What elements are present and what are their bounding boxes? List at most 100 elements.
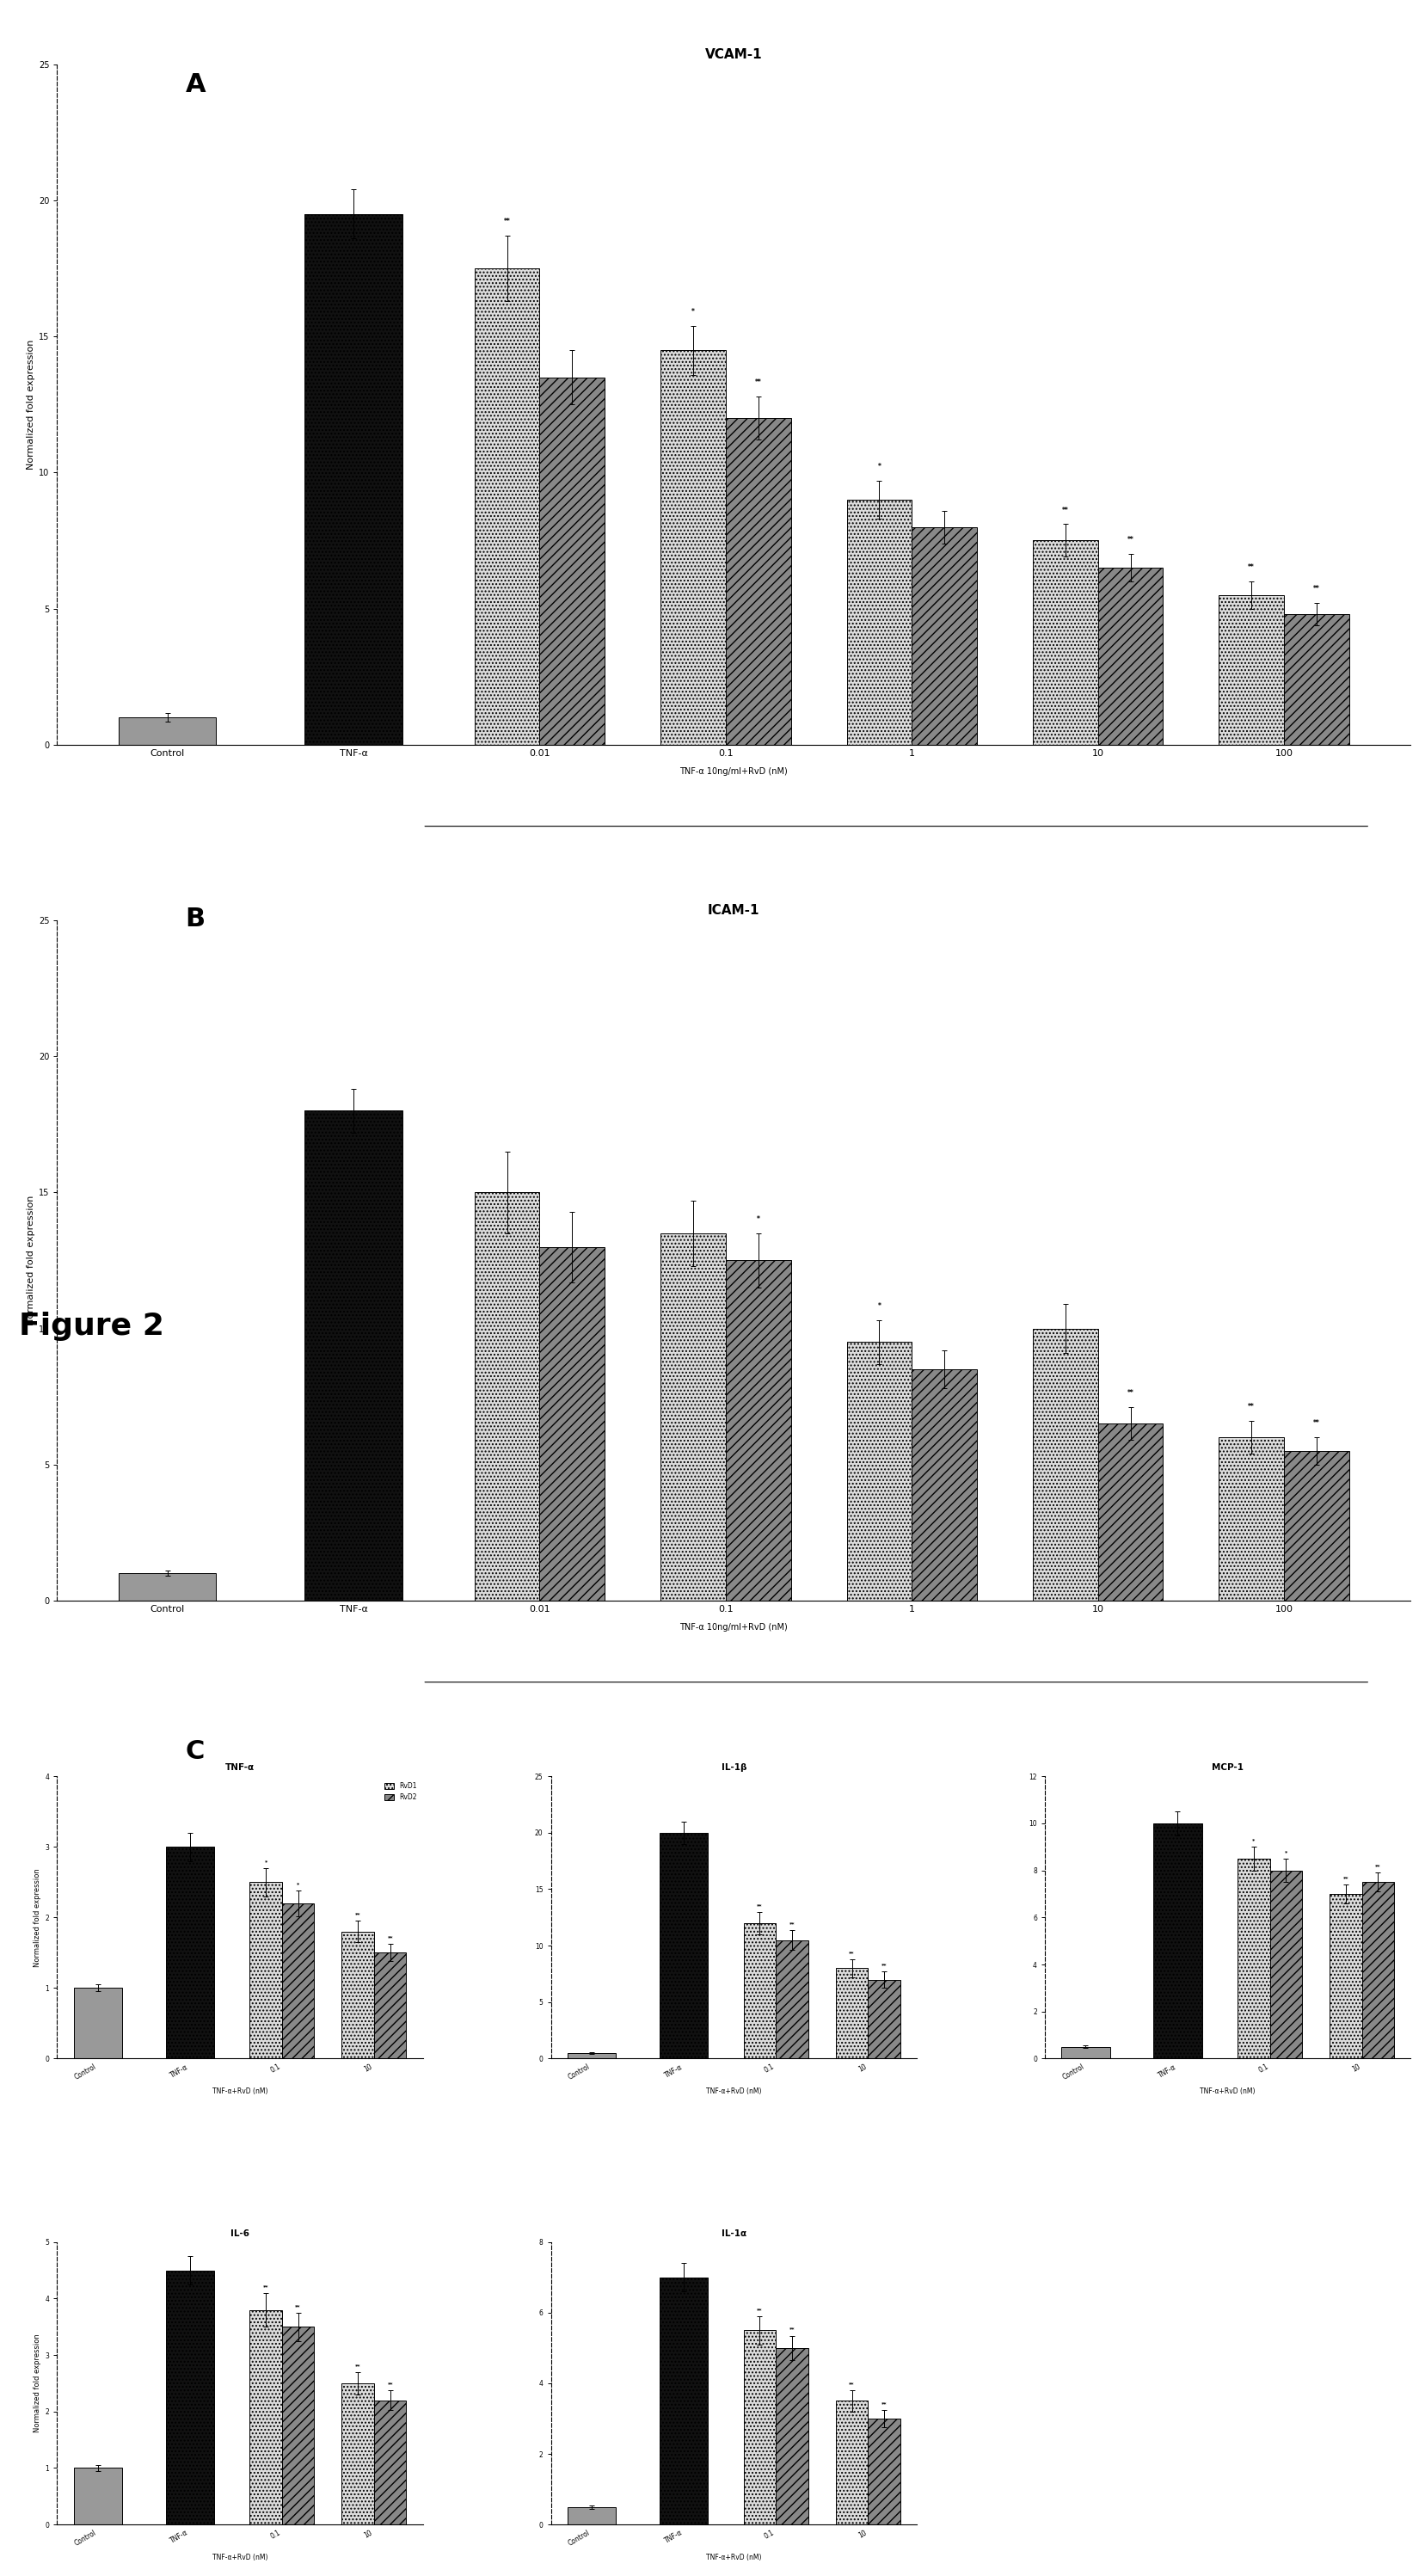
Text: **: ** xyxy=(388,1935,393,1940)
X-axis label: TNF-α+RvD (nM): TNF-α+RvD (nM) xyxy=(212,2087,268,2094)
Bar xyxy=(1362,1883,1394,2058)
Bar xyxy=(282,1904,314,2058)
Bar xyxy=(744,2331,775,2524)
Bar xyxy=(567,2506,616,2524)
Text: **: ** xyxy=(1127,1388,1134,1396)
Title: IL-1β: IL-1β xyxy=(721,1765,747,1772)
Bar xyxy=(118,716,217,744)
Text: **: ** xyxy=(881,1963,886,1968)
Bar xyxy=(475,268,540,744)
Text: **: ** xyxy=(755,379,761,386)
Text: **: ** xyxy=(355,1911,361,1917)
Bar xyxy=(725,417,791,744)
Text: **: ** xyxy=(1127,536,1134,544)
X-axis label: TNF-α 10ng/ml+RvD (nM): TNF-α 10ng/ml+RvD (nM) xyxy=(680,768,788,775)
Bar xyxy=(775,2347,808,2524)
Text: **: ** xyxy=(264,2285,269,2287)
Text: C: C xyxy=(185,1739,205,1765)
Bar xyxy=(1218,595,1284,744)
Y-axis label: Normalized fold expression: Normalized fold expression xyxy=(34,2334,41,2432)
Title: TNF-α: TNF-α xyxy=(225,1765,255,1772)
Y-axis label: Normalized fold expression: Normalized fold expression xyxy=(34,1868,41,1968)
X-axis label: TNF-α+RvD (nM): TNF-α+RvD (nM) xyxy=(707,2553,761,2561)
Bar xyxy=(540,1247,604,1600)
Bar xyxy=(868,1978,901,2058)
Bar xyxy=(846,1342,912,1600)
Bar xyxy=(342,2383,373,2524)
Text: *: * xyxy=(1284,1850,1287,1855)
Text: *: * xyxy=(691,307,695,314)
Text: **: ** xyxy=(757,1904,762,1909)
Bar xyxy=(660,2277,708,2524)
Text: *: * xyxy=(757,1216,760,1224)
Bar xyxy=(282,2326,314,2524)
Text: **: ** xyxy=(1248,1404,1255,1412)
Bar xyxy=(912,528,978,744)
Bar xyxy=(912,1370,978,1600)
Bar xyxy=(567,2053,616,2058)
Bar xyxy=(342,1932,373,2058)
Bar xyxy=(1097,1425,1163,1600)
Bar xyxy=(165,1847,214,2058)
Bar xyxy=(1062,2048,1110,2058)
X-axis label: TNF-α 10ng/ml+RvD (nM): TNF-α 10ng/ml+RvD (nM) xyxy=(680,1623,788,1631)
Bar xyxy=(868,2419,901,2524)
Bar xyxy=(249,1883,282,2058)
Bar xyxy=(1218,1437,1284,1600)
Bar xyxy=(118,1574,217,1600)
Text: **: ** xyxy=(1314,1419,1320,1427)
Bar xyxy=(725,1260,791,1600)
Text: **: ** xyxy=(789,1922,795,1927)
Text: *: * xyxy=(878,464,881,471)
Bar xyxy=(373,2401,406,2524)
Text: **: ** xyxy=(295,2303,301,2308)
Y-axis label: Normalized fold expression: Normalized fold expression xyxy=(26,1195,34,1327)
Bar xyxy=(661,350,725,744)
Text: **: ** xyxy=(388,2383,393,2385)
Text: **: ** xyxy=(1342,1875,1348,1880)
Bar xyxy=(1237,1860,1270,2058)
Text: **: ** xyxy=(1314,585,1320,592)
Text: Figure 2: Figure 2 xyxy=(19,1311,164,1342)
X-axis label: TNF-α+RvD (nM): TNF-α+RvD (nM) xyxy=(212,2553,268,2561)
Title: VCAM-1: VCAM-1 xyxy=(705,49,762,62)
Bar xyxy=(835,2401,868,2524)
Text: *: * xyxy=(878,1303,881,1311)
Bar xyxy=(475,1193,540,1600)
Title: MCP-1: MCP-1 xyxy=(1211,1765,1244,1772)
Bar xyxy=(1284,613,1349,744)
Bar xyxy=(1330,1893,1362,2058)
Text: **: ** xyxy=(849,2383,855,2385)
Text: B: B xyxy=(185,907,205,933)
Title: ICAM-1: ICAM-1 xyxy=(708,904,760,917)
Bar xyxy=(249,2311,282,2524)
Bar xyxy=(1097,567,1163,744)
Bar xyxy=(1154,1824,1201,2058)
Y-axis label: Normalized fold expression: Normalized fold expression xyxy=(26,340,34,469)
Bar xyxy=(74,1989,123,2058)
Text: **: ** xyxy=(503,219,510,227)
X-axis label: TNF-α+RvD (nM): TNF-α+RvD (nM) xyxy=(1200,2087,1255,2094)
Bar xyxy=(305,1110,402,1600)
Bar xyxy=(165,2269,214,2524)
Text: **: ** xyxy=(881,2401,886,2406)
Bar xyxy=(373,1953,406,2058)
Text: *: * xyxy=(265,1860,268,1865)
Bar xyxy=(661,1234,725,1600)
Bar xyxy=(1270,1870,1302,2058)
Bar xyxy=(540,376,604,744)
Bar xyxy=(1284,1450,1349,1600)
Text: **: ** xyxy=(355,2362,361,2367)
Bar xyxy=(660,1832,708,2058)
Legend: RvD1, RvD2: RvD1, RvD2 xyxy=(382,1780,419,1803)
Text: **: ** xyxy=(757,2308,762,2313)
Text: **: ** xyxy=(1248,564,1255,572)
Bar xyxy=(74,2468,123,2524)
Text: **: ** xyxy=(1375,1865,1381,1868)
Bar xyxy=(1033,1329,1097,1600)
Text: *: * xyxy=(296,1883,299,1886)
Text: *: * xyxy=(1253,1839,1255,1842)
Bar xyxy=(835,1968,868,2058)
Text: **: ** xyxy=(849,1950,855,1955)
Text: **: ** xyxy=(1062,507,1069,515)
